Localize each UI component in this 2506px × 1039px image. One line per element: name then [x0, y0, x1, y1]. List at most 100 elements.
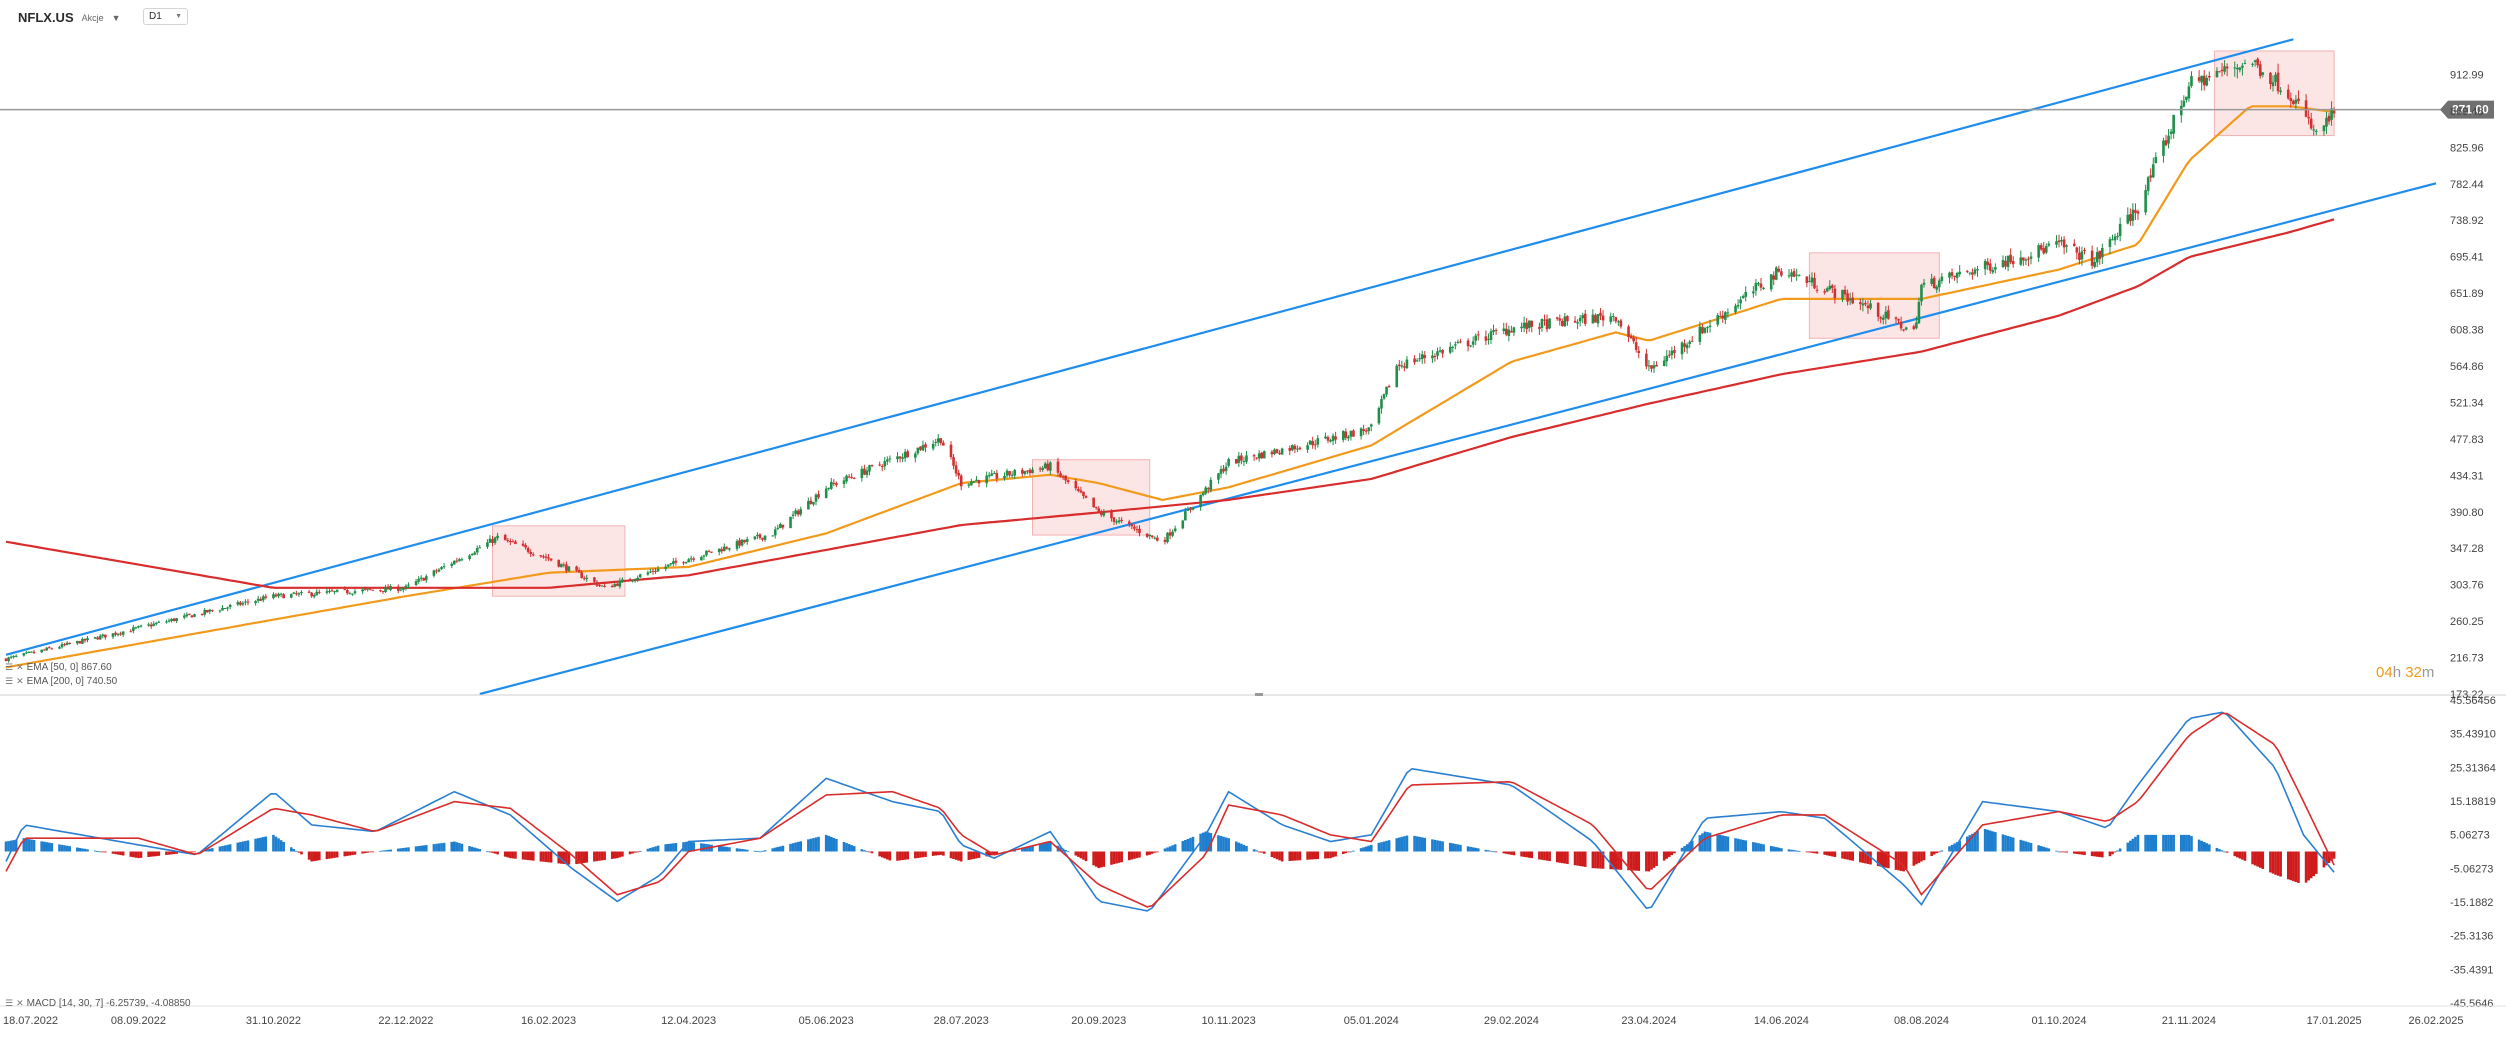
candle-body: [616, 583, 619, 586]
candle-body: [292, 592, 296, 594]
candle-body: [440, 567, 443, 570]
candle-body: [847, 476, 851, 478]
macd-line[interactable]: [5, 711, 2335, 912]
macd-histogram-bar: [134, 851, 138, 858]
macd-histogram-bar: [277, 838, 280, 852]
macd-histogram-bar: [1367, 845, 1371, 852]
candle-body: [330, 590, 334, 592]
timeframe-select[interactable]: D1 ▼: [143, 8, 188, 25]
candle-body: [585, 577, 589, 579]
candle-body: [63, 644, 66, 646]
macd-histogram-bar: [1418, 836, 1421, 852]
candle-body: [114, 632, 117, 635]
candle-body: [40, 649, 43, 653]
symbol-dropdown-icon[interactable]: ▼: [111, 12, 121, 23]
macd-histogram-bar: [1364, 846, 1368, 852]
macd-histogram-bar: [1828, 851, 1832, 856]
macd-histogram-bar: [193, 851, 196, 853]
candle-body: [2312, 129, 2316, 131]
candle-body: [2332, 110, 2336, 114]
macd-histogram-bar: [1352, 850, 1355, 852]
macd-histogram-bar: [743, 849, 746, 852]
candle-body: [2126, 214, 2130, 224]
macd-histogram-bar: [1377, 842, 1381, 852]
macd-histogram-bar: [2182, 834, 2186, 852]
macd-histogram-bar: [1843, 851, 1847, 860]
candle-body: [1252, 455, 1256, 457]
candle-body: [1459, 341, 1462, 343]
macd-histogram-bar: [453, 841, 456, 852]
symbol-name[interactable]: NFLX.US: [18, 10, 74, 25]
candle-body: [134, 627, 138, 629]
candle-body: [1352, 430, 1355, 437]
candle-body: [1629, 336, 1633, 339]
candle-body: [1940, 276, 1944, 282]
macd-histogram-bar: [1917, 851, 1921, 863]
candle-body: [1219, 469, 1223, 474]
macd-histogram-bar: [1573, 851, 1577, 866]
ema-line-1[interactable]: [5, 218, 2335, 589]
close-icon[interactable]: ✕: [16, 662, 24, 672]
macd-histogram-bar: [692, 842, 696, 852]
macd-histogram-bar: [1538, 851, 1541, 860]
candle-body: [2314, 130, 2318, 132]
macd-histogram-bar: [646, 848, 650, 852]
macd-histogram-bar: [1110, 851, 1113, 865]
time-tick-label: 31.10.2022: [246, 1015, 301, 1027]
candle-body: [137, 626, 140, 628]
macd-histogram-bar: [2205, 843, 2209, 852]
candle-body: [2294, 99, 2298, 104]
settings-icon[interactable]: ☰: [5, 998, 14, 1008]
close-icon[interactable]: ✕: [16, 998, 24, 1008]
candle-body: [1718, 316, 1722, 318]
candle-body: [1543, 319, 1546, 321]
candle-body: [361, 589, 364, 592]
time-tick-label: 20.09.2023: [1071, 1015, 1126, 1027]
channel-line-upper[interactable]: [5, 38, 2294, 656]
macd-histogram-bar: [1206, 832, 1210, 852]
time-tick-label: 01.10.2024: [2031, 1015, 2086, 1027]
candle-body: [1092, 497, 1095, 508]
settings-icon[interactable]: ☰: [5, 662, 14, 672]
highlight-zone[interactable]: [1808, 252, 1940, 339]
macd-histogram-bar: [1385, 840, 1388, 852]
candle-body: [883, 461, 887, 467]
candle-body: [1507, 329, 1511, 337]
macd-histogram-bar: [455, 842, 459, 852]
macd-histogram-bar: [1059, 847, 1062, 852]
candle-body: [1046, 463, 1050, 471]
macd-histogram-bar: [2256, 851, 2259, 867]
signal-line[interactable]: [5, 712, 2335, 908]
candle-body: [1263, 451, 1266, 459]
candle-body: [531, 554, 535, 556]
ema-line-0[interactable]: [5, 105, 2335, 669]
candle-body: [353, 591, 357, 594]
macd-histogram-bar: [1255, 850, 1258, 852]
macd-histogram-bar: [1293, 851, 1297, 861]
macd-histogram-bar: [565, 851, 568, 865]
macd-histogram-bar: [435, 843, 438, 852]
macd-histogram-bar: [1344, 851, 1348, 854]
candle-body: [1049, 462, 1052, 471]
candle-body: [1387, 386, 1391, 388]
candle-body: [1848, 298, 1852, 301]
macd-histogram-bar: [684, 841, 688, 852]
candle-body: [2144, 190, 2147, 213]
candle-body: [1189, 508, 1192, 510]
candle-body: [1377, 408, 1381, 424]
macd-histogram-bar: [575, 851, 578, 865]
macd-histogram-bar: [562, 851, 566, 864]
candle-body: [1685, 344, 1689, 349]
macd-histogram-bar: [936, 851, 940, 856]
candle-body: [2011, 260, 2015, 265]
panel-resize-handle[interactable]: [1255, 693, 1263, 696]
close-icon[interactable]: ✕: [16, 676, 24, 686]
candle-body: [779, 524, 782, 529]
candle-body: [2220, 69, 2224, 72]
candle-body: [1502, 328, 1506, 332]
channel-line-lower[interactable]: [479, 182, 2437, 696]
macd-histogram-bar: [389, 849, 392, 852]
candle-body: [2251, 63, 2254, 65]
settings-icon[interactable]: ☰: [5, 676, 14, 686]
candle-body: [1843, 289, 1847, 295]
